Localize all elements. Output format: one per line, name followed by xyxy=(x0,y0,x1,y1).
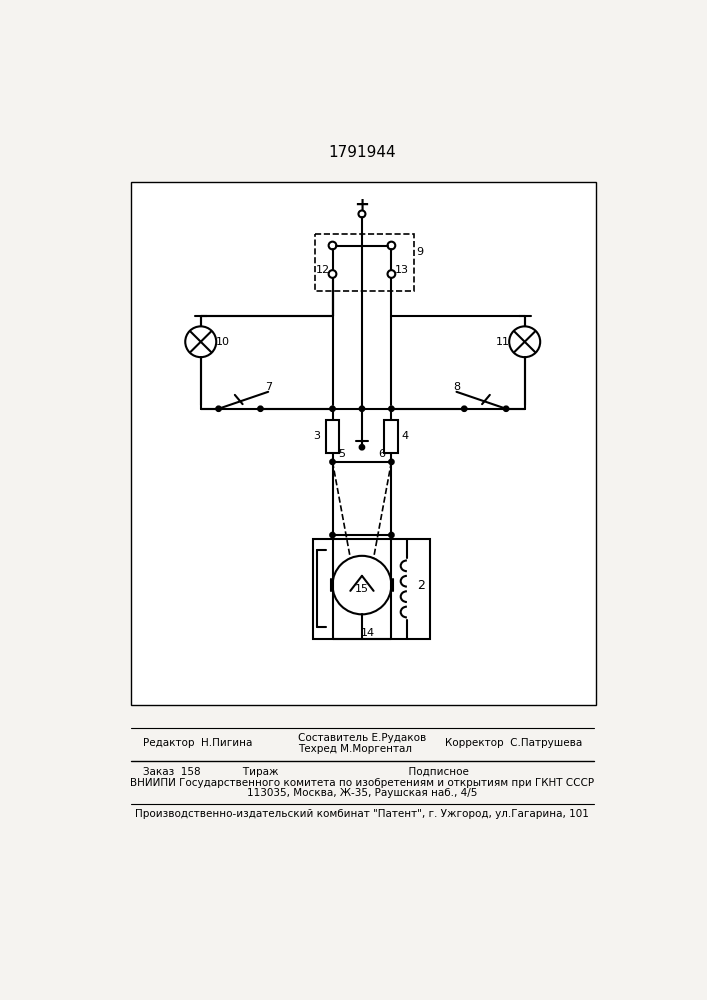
Circle shape xyxy=(389,460,394,464)
Text: 13: 13 xyxy=(395,265,409,275)
Bar xyxy=(315,234,414,291)
Text: Корректор  С.Патрушева: Корректор С.Патрушева xyxy=(445,738,582,748)
Text: 12: 12 xyxy=(316,265,330,275)
Text: 14: 14 xyxy=(361,628,375,638)
Text: 113035, Москва, Ж-35, Раушская наб., 4/5: 113035, Москва, Ж-35, Раушская наб., 4/5 xyxy=(247,788,477,798)
Text: 11: 11 xyxy=(496,337,510,347)
Circle shape xyxy=(389,533,394,537)
Circle shape xyxy=(216,406,221,411)
Circle shape xyxy=(330,533,335,537)
Text: +: + xyxy=(354,196,370,214)
Text: Техред М.Моргентал: Техред М.Моргентал xyxy=(298,744,411,754)
Circle shape xyxy=(462,406,467,411)
Text: 10: 10 xyxy=(216,337,230,347)
Text: 4: 4 xyxy=(401,431,408,441)
Circle shape xyxy=(330,460,335,464)
Text: 6: 6 xyxy=(379,449,385,459)
Text: 1791944: 1791944 xyxy=(328,145,396,160)
Bar xyxy=(325,420,339,453)
Text: Производственно-издательский комбинат "Патент", г. Ужгород, ул.Гагарина, 101: Производственно-издательский комбинат "П… xyxy=(135,809,589,819)
Text: Составитель Е.Рудаков: Составитель Е.Рудаков xyxy=(298,733,426,743)
Text: 8: 8 xyxy=(453,382,460,392)
Circle shape xyxy=(389,406,394,411)
Text: 5: 5 xyxy=(339,449,345,459)
Bar xyxy=(131,182,596,705)
Text: Редактор  Н.Пигина: Редактор Н.Пигина xyxy=(143,738,252,748)
Text: 9: 9 xyxy=(416,247,423,257)
Text: 3: 3 xyxy=(312,431,320,441)
Circle shape xyxy=(258,406,263,411)
Text: 2: 2 xyxy=(417,579,425,592)
Bar xyxy=(385,420,398,453)
Circle shape xyxy=(330,406,335,411)
Bar xyxy=(313,539,430,639)
Text: 15: 15 xyxy=(355,584,369,594)
Circle shape xyxy=(504,406,508,411)
Text: ВНИИПИ Государственного комитета по изобретениям и открытиям при ГКНТ СССР: ВНИИПИ Государственного комитета по изоб… xyxy=(130,778,594,788)
Text: 7: 7 xyxy=(264,382,271,392)
Circle shape xyxy=(360,406,364,411)
Circle shape xyxy=(360,445,364,450)
Text: Заказ  158             Тираж                                        Подписное: Заказ 158 Тираж Подписное xyxy=(143,767,469,777)
